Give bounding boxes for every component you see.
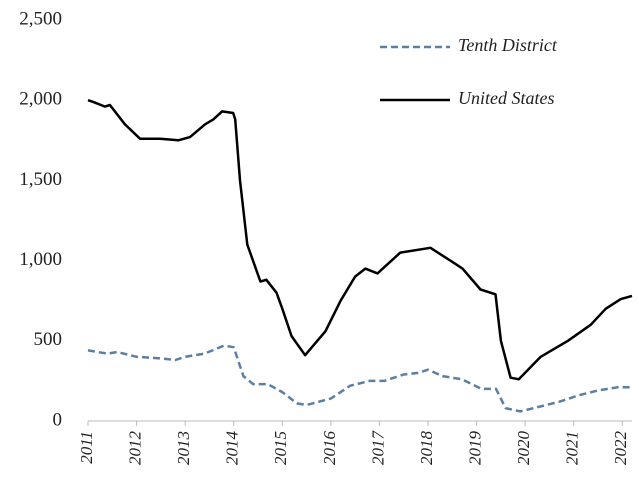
x-tick-label: 2014	[223, 431, 242, 466]
x-tick-label: 2012	[125, 431, 144, 466]
y-tick-label: 1,000	[19, 249, 62, 270]
x-tick-label: 2020	[514, 431, 533, 466]
x-tick-label: 2021	[563, 431, 582, 465]
y-tick-label: 2,500	[19, 8, 62, 29]
x-tick-label: 2013	[174, 431, 193, 465]
legend-label: Tenth District	[458, 35, 558, 55]
x-tick-label: 2022	[611, 431, 630, 466]
y-tick-label: 1,500	[19, 169, 62, 190]
x-tick-label: 2016	[320, 431, 339, 466]
y-tick-label: 2,000	[19, 89, 62, 110]
series-line	[87, 99, 633, 381]
x-tick-label: 2011	[77, 431, 96, 464]
x-tick-label: 2019	[465, 431, 484, 466]
x-tick-label: 2015	[271, 431, 290, 465]
y-tick-label: 0	[53, 409, 63, 430]
series-line	[87, 344, 632, 413]
x-tick-label: 2017	[368, 430, 387, 466]
x-tick-label: 2018	[417, 431, 436, 466]
y-tick-label: 500	[34, 329, 63, 350]
legend-label: United States	[458, 88, 555, 108]
